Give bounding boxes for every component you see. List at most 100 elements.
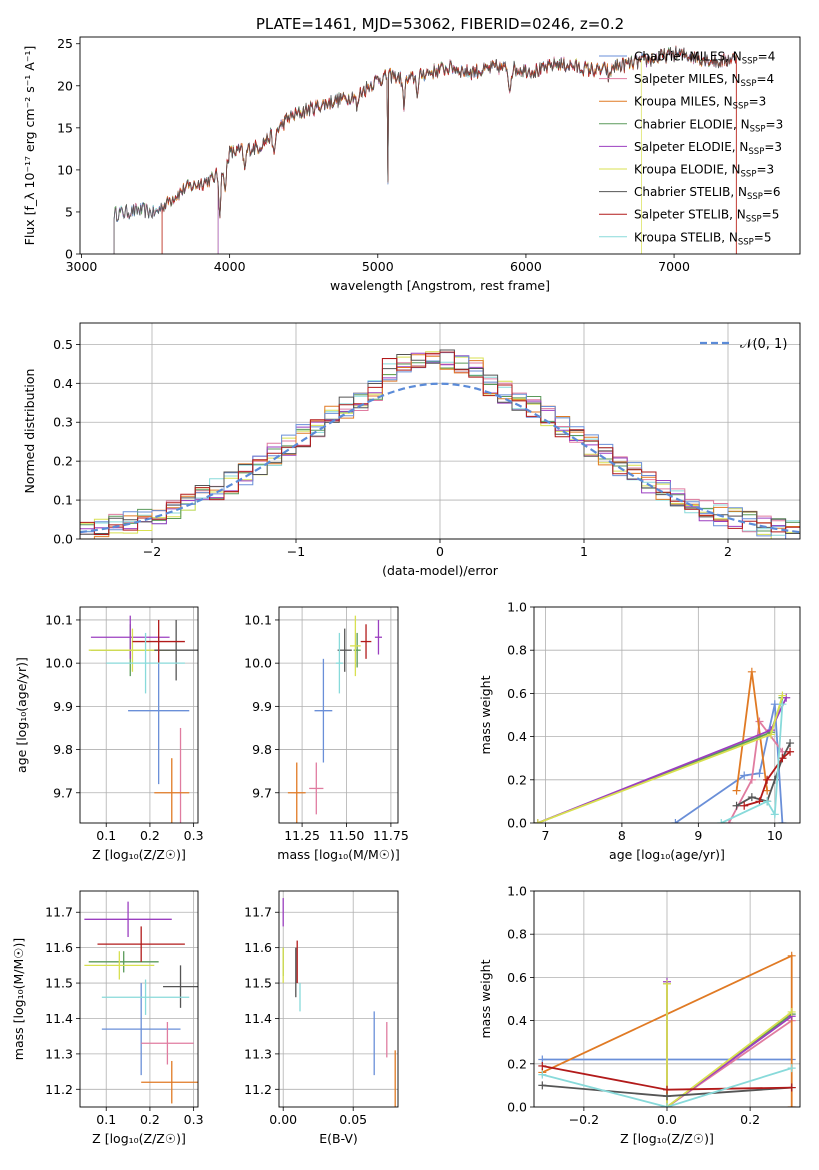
weight-marker: [787, 951, 796, 960]
weight-marker: [786, 739, 795, 748]
y-tick-label: 11.3: [244, 1046, 272, 1061]
y-tick-label: 11.4: [45, 1011, 73, 1026]
spectrum-line-chabrier-stelib: [113, 46, 737, 254]
y-tick-label: 0.0: [53, 532, 73, 547]
y-tick-label: 0.2: [53, 454, 73, 469]
y-tick-label: 10.0: [244, 656, 272, 671]
errorbar-kroupa-miles: [154, 758, 190, 823]
plot-area-mass-vs-Z: [84, 901, 198, 1104]
x-axis-label: Z [log₁₀(Z/Z☉)]: [92, 1131, 186, 1146]
legend-entry: Chabrier ELODIE, NSSP=3: [634, 117, 783, 134]
normal-curve: [80, 382, 800, 534]
errorbar-chabrier-stelib: [154, 619, 198, 681]
legend-entry: Kroupa ELODIE, NSSP=3: [634, 163, 774, 180]
x-tick-label: 0.2: [140, 1112, 160, 1127]
errorbar-salpeter-miles: [141, 1022, 194, 1065]
weight-marker: [538, 1081, 547, 1090]
weight-marker: [740, 801, 749, 810]
y-tick-label: 0.0: [507, 816, 527, 831]
y-tick-label: 10.1: [244, 612, 272, 627]
errorbar-salpeter-elodie: [374, 619, 383, 655]
y-tick-label: 0.4: [507, 729, 527, 744]
x-tick-label: 9: [694, 828, 702, 843]
y-tick-label: 9.7: [252, 785, 272, 800]
panel-age-vs-Z: 0.1 0.2 0.3 9.7 9.8 9.9 10.0 10.1 Z [log₁₀(Z/Z☉)…: [14, 606, 204, 862]
y-tick-label: 11.7: [45, 905, 73, 920]
weight-marker: [663, 1103, 671, 1107]
x-axis-label: Z [log₁₀(Z/Z☉)]: [92, 847, 186, 862]
y-tick-label: 1.0: [507, 884, 527, 899]
weight-marker: [747, 667, 756, 676]
y-tick-label: 9.8: [252, 742, 272, 757]
y-tick-label: 0.4: [507, 1013, 527, 1028]
y-tick-label: 0.6: [507, 686, 527, 701]
x-tick-label: 11.50: [329, 828, 365, 843]
weight-marker: [732, 786, 741, 795]
weight-marker: [755, 717, 764, 726]
weight-marker: [778, 819, 787, 823]
x-tick-label: 0.00: [269, 1112, 297, 1127]
x-tick-label: 3000: [66, 259, 98, 274]
y-tick-label: 1.0: [507, 600, 527, 615]
errorbar-kroupa-stelib: [106, 632, 185, 694]
y-tick-label: 0.5: [53, 337, 73, 352]
weight-marker: [787, 1007, 796, 1016]
weight-marker: [755, 769, 764, 778]
axes-frame: [278, 606, 399, 824]
legend-entry: Chabrier STELIB, NSSP=6: [634, 185, 781, 202]
errorbar-chabrier-stelib: [163, 965, 198, 1008]
y-axis-label: Normed distribution: [22, 369, 37, 494]
weight-line-kroupa-stelib: [542, 1067, 792, 1107]
x-tick-label: 0.05: [339, 1112, 367, 1127]
x-tick-label: 11.75: [373, 828, 409, 843]
x-tick-label: −2: [143, 544, 161, 559]
x-tick-label: 6000: [510, 259, 542, 274]
panel-weight-vs-Z: −0.2 0.0 0.2 0.0 0.2 0.4 0.6 0.8 1.0 Z [log₁₀(Z/Z…: [478, 884, 801, 1146]
weight-marker: [787, 1064, 796, 1073]
x-axis-label: age [log₁₀(age/yr)]: [609, 847, 725, 862]
y-tick-label: 20: [57, 78, 73, 93]
y-tick-label: 9.9: [252, 699, 272, 714]
weight-marker: [778, 754, 787, 763]
weight-marker: [763, 786, 772, 795]
x-tick-label: 0.0: [657, 1112, 677, 1127]
x-tick-label: 7: [541, 828, 549, 843]
weight-marker: [778, 691, 787, 700]
x-tick-label: 0.3: [184, 828, 204, 843]
y-tick-label: 10: [57, 162, 73, 177]
errorbar-salpeter-elodie: [84, 901, 172, 938]
weight-marker: [740, 771, 749, 780]
y-tick-label: 11.6: [45, 940, 73, 955]
x-tick-label: 5000: [362, 259, 394, 274]
errorbar-kroupa-elodie: [350, 615, 361, 677]
x-axis-label: E(B-V): [319, 1131, 358, 1146]
legend-entry: Salpeter ELODIE, NSSP=3: [634, 140, 782, 157]
y-axis-label: mass weight: [478, 675, 493, 754]
errorbar-salpeter-stelib: [360, 624, 372, 659]
legend-entry: Salpeter STELIB, NSSP=5: [634, 208, 779, 225]
weight-line-kroupa-stelib: [720, 704, 784, 823]
x-tick-label: 11.25: [284, 828, 320, 843]
panel-spectrum: 3000 4000 5000 6000 7000 0 5 10 15 20 25 wavelength…: [22, 36, 801, 293]
x-tick-label: 1: [580, 544, 588, 559]
panel-weight-vs-age: 7 8 9 10 0.0 0.2 0.4 0.6 0.8 1.0 age [log₁₀(age/yr…: [478, 600, 801, 862]
y-tick-label: 10.0: [45, 656, 73, 671]
weight-marker: [663, 1085, 671, 1094]
x-tick-label: 8: [618, 828, 626, 843]
y-tick-label: 11.5: [244, 976, 272, 991]
panel-age-vs-mass: 11.25 11.50 11.75 9.7 9.8 9.9 10.0 10.1 mass [lo…: [244, 606, 409, 862]
weight-marker: [786, 747, 795, 756]
plot-area-mass-vs-EBV: [282, 898, 396, 1107]
plot-area-weight-vs-Z: [538, 951, 796, 1107]
weight-marker: [671, 819, 680, 823]
x-tick-label: 0.2: [140, 828, 160, 843]
errorbar-kroupa-miles: [287, 762, 306, 823]
errorbar-salpeter-stelib: [97, 926, 185, 962]
weight-marker: [732, 801, 741, 810]
y-tick-label: 11.2: [45, 1082, 73, 1097]
y-tick-label: 15: [57, 120, 73, 135]
x-axis-label: mass [log₁₀(M/M☉)]: [277, 847, 399, 862]
errorbar-kroupa-elodie: [84, 951, 155, 980]
weight-marker: [717, 819, 726, 823]
y-tick-label: 0.6: [507, 970, 527, 985]
